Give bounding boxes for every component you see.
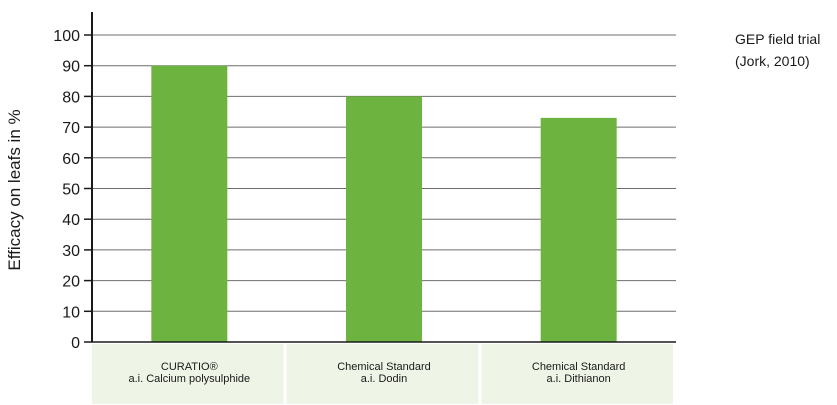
bar (346, 96, 422, 343)
category-label: Chemical Standard (337, 361, 431, 373)
category-label: Chemical Standard (532, 361, 626, 373)
y-tick-label: 70 (62, 120, 80, 137)
category-label: a.i. Dithianon (547, 373, 611, 385)
trial-note: GEP field trial (Jork, 2010) (735, 28, 820, 72)
category-label: a.i. Calcium polysulphide (128, 373, 250, 385)
category-label: a.i. Dodin (361, 373, 407, 385)
y-tick-labels: 0 10 20 30 40 50 60 70 80 90 100 (53, 28, 80, 352)
axes (84, 12, 676, 343)
y-tick-label: 40 (62, 212, 80, 229)
bar (540, 117, 617, 342)
category-band (481, 344, 673, 404)
y-tick-label: 90 (62, 59, 80, 76)
y-tick-label: 30 (62, 243, 80, 260)
y-tick-label: 80 (62, 89, 80, 106)
y-tick-label: 10 (62, 304, 80, 321)
y-tick-label: 20 (62, 274, 80, 291)
y-tick-label: 50 (62, 182, 80, 199)
y-tick-label: 60 (62, 151, 80, 168)
category-band (286, 344, 479, 404)
bar (151, 65, 228, 342)
category-band (92, 344, 284, 404)
y-axis-label: Efficacy on leafs in % (5, 109, 24, 270)
category-label: CURATIO® (161, 361, 218, 373)
trial-note-line2: (Jork, 2010) (735, 53, 810, 69)
y-tick-label: 100 (53, 28, 80, 45)
category-bands (92, 344, 673, 404)
trial-note-line1: GEP field trial (735, 31, 821, 47)
y-tick-label: 0 (71, 335, 80, 352)
bars (151, 65, 617, 343)
category-labels: CURATIO®a.i. Calcium polysulphide Chemica… (128, 361, 625, 385)
